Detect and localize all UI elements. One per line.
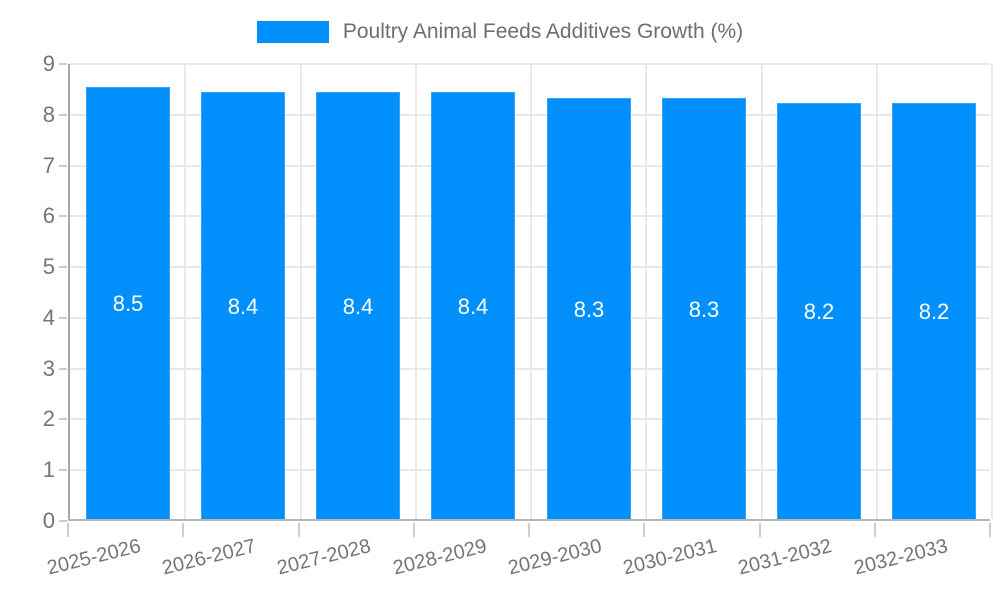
- v-gridline: [415, 64, 417, 519]
- legend-item[interactable]: Poultry Animal Feeds Additives Growth (%…: [256, 20, 744, 44]
- x-axis-tick: [528, 523, 530, 537]
- x-axis-tick: [989, 523, 991, 537]
- x-tick-label: 2031-2032: [736, 535, 835, 580]
- x-tick-label: 2027-2028: [275, 535, 374, 580]
- x-tick-label: 2030-2031: [621, 535, 720, 580]
- y-axis-tick: [59, 266, 67, 269]
- v-gridline: [530, 64, 532, 519]
- y-axis-tick: [59, 418, 67, 421]
- chart-legend: Poultry Animal Feeds Additives Growth (%…: [0, 20, 1000, 44]
- v-gridline: [645, 64, 647, 519]
- y-axis-tick: [59, 113, 67, 116]
- bar-value-label: 8.5: [112, 291, 144, 316]
- bar-value-label: 8.2: [918, 299, 950, 324]
- x-axis-tick: [182, 523, 184, 537]
- v-gridline: [300, 64, 302, 519]
- bar-value-label: 8.4: [227, 293, 259, 319]
- x-axis-tick: [413, 523, 415, 537]
- bar: 8.4: [201, 92, 285, 519]
- y-tick-label: 0: [42, 508, 55, 533]
- y-tick-label: 5: [42, 254, 55, 280]
- bar-value-label: 8.3: [573, 296, 605, 322]
- bar: 8.5: [86, 87, 170, 519]
- legend-series-label: Poultry Animal Feeds Additives Growth (%…: [342, 20, 744, 43]
- x-axis-tick: [759, 523, 761, 537]
- bar-value-label: 8.4: [342, 293, 374, 319]
- bar-value-label: 8.3: [688, 296, 720, 322]
- x-tick-label: 2025-2026: [44, 535, 143, 580]
- bar: 8.4: [431, 92, 515, 519]
- y-tick-label: 3: [42, 355, 55, 381]
- y-axis-tick: [59, 215, 67, 218]
- bar: 8.2: [777, 103, 861, 519]
- y-tick-label: 2: [42, 406, 55, 432]
- y-axis-tick: [59, 164, 67, 167]
- y-tick-label: 8: [42, 101, 55, 127]
- y-axis-tick: [59, 520, 67, 522]
- bar: 8.3: [662, 98, 746, 519]
- x-axis-tick: [874, 523, 876, 537]
- v-gridline: [876, 64, 878, 519]
- bar: 8.3: [547, 98, 631, 519]
- y-tick-label: 7: [42, 152, 55, 178]
- bar-value-label: 8.4: [457, 293, 489, 319]
- y-axis-tick: [59, 63, 67, 65]
- x-tick-label: 2032-2033: [851, 535, 950, 580]
- y-tick-label: 9: [42, 51, 55, 76]
- x-axis-tick: [67, 523, 69, 537]
- v-gridline: [991, 64, 993, 519]
- y-tick-label: 4: [42, 304, 55, 330]
- x-tick-label: 2026-2027: [160, 535, 259, 580]
- x-axis-tick: [298, 523, 300, 537]
- legend-swatch-icon: [256, 21, 329, 43]
- bar: 8.2: [892, 103, 976, 519]
- v-gridline: [184, 64, 186, 519]
- x-tick-label: 2029-2030: [505, 535, 604, 580]
- bar: 8.4: [316, 92, 400, 519]
- y-tick-label: 6: [42, 203, 55, 229]
- y-axis-tick: [59, 469, 67, 472]
- plot-area: 8.5 8.4 8.4 8.4 8.3 8.3 8.2 8.2: [68, 63, 993, 521]
- y-tick-label: 1: [42, 457, 55, 483]
- x-tick-label: 2028-2029: [390, 535, 489, 580]
- v-gridline: [761, 64, 763, 519]
- y-axis-tick: [59, 316, 67, 319]
- bar-value-label: 8.2: [803, 299, 835, 324]
- x-axis-tick: [643, 523, 645, 537]
- y-axis-tick: [59, 367, 67, 370]
